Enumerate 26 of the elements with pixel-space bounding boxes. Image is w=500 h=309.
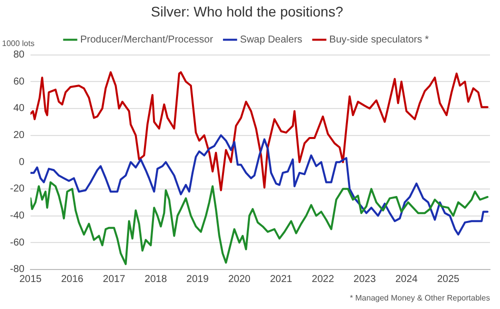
- x-tick-label: 2021: [270, 274, 293, 286]
- text: * Managed Money & Other Reportables: [350, 293, 490, 302]
- x-tick-label: 2016: [61, 274, 84, 286]
- y-tick-label: 40: [13, 103, 25, 114]
- y-tick-label: 20: [13, 130, 25, 142]
- y-tick-label: -60: [10, 237, 25, 248]
- x-tick-label: 2015: [19, 274, 42, 286]
- y-tick-label: -20: [10, 184, 25, 195]
- legend-label: Buy-side speculators *: [329, 34, 429, 46]
- x-tick-label: 2018: [144, 274, 168, 286]
- x-tick-label: 2023: [354, 274, 376, 286]
- legend-label: Swap Dealers: [240, 34, 302, 46]
- y-tick-label: 80: [13, 50, 25, 61]
- x-tick-label: 2017: [102, 274, 126, 286]
- y-tick-label: 0: [18, 156, 25, 168]
- y-tick-label: -80: [10, 264, 25, 276]
- y-tick-label: -40: [10, 210, 25, 222]
- x-tick-label: 2020: [228, 274, 251, 286]
- x-tick-label: 2024: [395, 274, 418, 286]
- y-axis-title: 1000 lots: [2, 39, 34, 48]
- x-tick-label: 2019: [186, 274, 210, 286]
- chart-title: Silver: Who hold the positions?: [150, 3, 344, 20]
- legend-label: Producer/Merchant/Processor: [80, 34, 214, 46]
- x-tick-label: 2022: [312, 274, 334, 286]
- y-tick-label: 60: [13, 76, 25, 88]
- x-tick-label: 2025: [437, 274, 460, 286]
